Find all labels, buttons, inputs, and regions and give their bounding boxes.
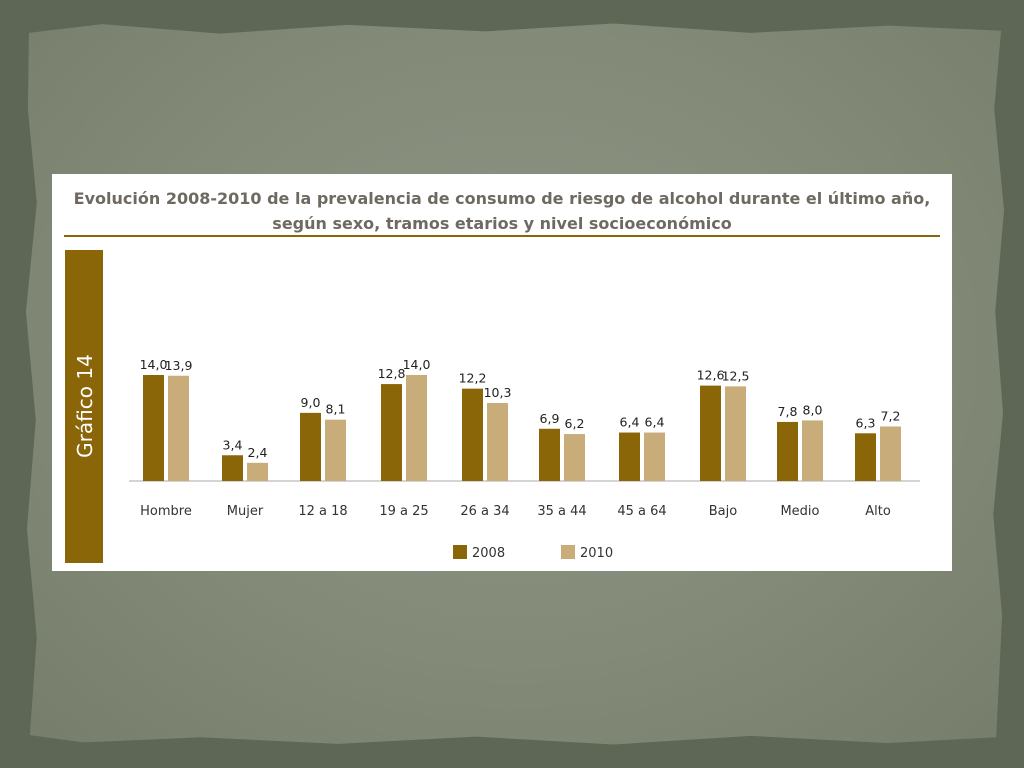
category-label: 19 a 25 xyxy=(379,504,428,519)
bar-2010 xyxy=(564,434,585,481)
data-label-2010: 10,3 xyxy=(484,385,512,400)
bar-2010 xyxy=(802,420,823,481)
data-label-2010: 14,0 xyxy=(403,357,431,372)
legend-label-2008: 2008 xyxy=(472,546,505,561)
category-label: 45 a 64 xyxy=(617,504,666,519)
legend-swatch-2010 xyxy=(561,545,575,559)
data-label-2008: 14,0 xyxy=(140,357,168,372)
bar-2010 xyxy=(325,419,346,481)
bar-2008 xyxy=(777,421,798,481)
bar-2008 xyxy=(855,433,876,481)
legend: 2008 2010 xyxy=(453,545,613,561)
category-label: 35 a 44 xyxy=(537,504,586,519)
bar-2010 xyxy=(487,403,508,481)
category-label: Mujer xyxy=(227,504,264,519)
side-band xyxy=(65,250,103,563)
data-label-2008: 6,9 xyxy=(540,411,560,426)
bar-2010 xyxy=(644,432,665,481)
data-label-2010: 13,9 xyxy=(165,358,193,373)
data-label-2008: 7,8 xyxy=(778,404,798,419)
data-label-2010: 2,4 xyxy=(248,445,268,460)
data-label-2008: 6,4 xyxy=(620,415,640,430)
data-label-2010: 6,2 xyxy=(565,416,585,431)
bar-chart: Evolución 2008-2010 de la prevalencia de… xyxy=(64,189,940,563)
bar-2010 xyxy=(168,375,189,481)
bar-2008 xyxy=(539,428,560,481)
chart-card: Evolución 2008-2010 de la prevalencia de… xyxy=(52,174,952,571)
data-label-2008: 3,4 xyxy=(223,437,243,452)
data-label-2008: 12,2 xyxy=(459,371,487,386)
data-label-2010: 12,5 xyxy=(722,368,750,383)
category-label: 26 a 34 xyxy=(460,504,509,519)
bar-2010 xyxy=(247,462,268,481)
bar-2010 xyxy=(725,386,746,481)
data-label-2008: 12,8 xyxy=(378,366,406,381)
bar-2008 xyxy=(300,412,321,481)
legend-swatch-2008 xyxy=(453,545,467,559)
chart-title-line2: según sexo, tramos etarios y nivel socio… xyxy=(272,214,731,233)
category-label: Alto xyxy=(865,504,891,519)
bar-2008 xyxy=(381,384,402,481)
data-label-2010: 8,1 xyxy=(326,402,346,417)
category-label: Hombre xyxy=(140,504,192,519)
chart-title-line1: Evolución 2008-2010 de la prevalencia de… xyxy=(74,189,931,208)
legend-label-2010: 2010 xyxy=(580,546,613,561)
bar-2008 xyxy=(143,375,164,481)
data-label-2010: 6,4 xyxy=(645,415,665,430)
bar-2008 xyxy=(462,388,483,481)
category-label: 12 a 18 xyxy=(298,504,347,519)
bar-2010 xyxy=(880,426,901,481)
data-label-2008: 9,0 xyxy=(301,395,321,410)
data-label-2008: 6,3 xyxy=(856,415,876,430)
data-label-2010: 7,2 xyxy=(881,408,901,423)
data-label-2010: 8,0 xyxy=(803,402,823,417)
bar-2010 xyxy=(406,375,427,481)
side-label: Gráfico 14 xyxy=(73,354,97,458)
category-label: Medio xyxy=(780,504,819,519)
bar-2008 xyxy=(700,385,721,481)
bar-2008 xyxy=(619,432,640,481)
category-label: Bajo xyxy=(709,504,737,519)
data-label-2008: 12,6 xyxy=(697,368,725,383)
bar-2008 xyxy=(222,455,243,481)
